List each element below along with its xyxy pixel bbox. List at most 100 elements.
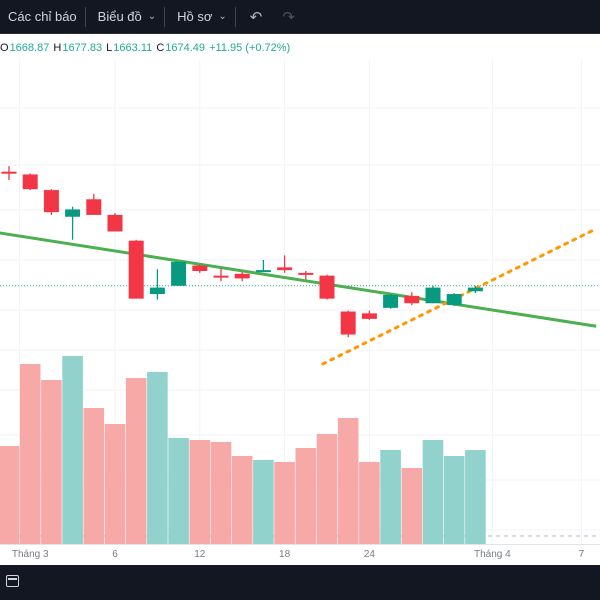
candle-body [128,240,144,299]
x-tick-label: 6 [112,549,118,560]
redo-icon: ↷ [282,8,295,26]
candle [43,189,59,215]
volume-bar [359,462,380,544]
volume-bar [380,450,401,544]
open-key: O [0,42,9,54]
volume-bar [62,356,83,544]
ohlc-legend: O1668.87 H1677.83 L1663.11 C1674.49 +11.… [0,42,291,58]
x-tick-label: 18 [279,549,291,560]
low-value: 1663.11 [113,42,153,54]
x-tick-label: 24 [363,549,375,560]
volume-bar [19,364,41,544]
change-value: +11.95 (+0.72%) [209,42,291,54]
candle-body [404,295,420,304]
undo-icon[interactable]: ↶ [249,8,263,26]
candles [1,166,483,338]
candle-body [86,199,102,215]
candle-body [149,287,165,295]
low-key: L [106,42,113,54]
layout-label: Hồ sơ [177,9,213,24]
candle-body [1,171,17,174]
volume-bar [337,418,359,544]
candle [1,166,17,180]
x-tick-label: Tháng 3 [11,549,49,560]
volume-bar [443,456,465,544]
x-tick-label: 12 [194,549,206,560]
candle [467,285,483,294]
trendline[interactable] [0,231,597,328]
volume-bar [104,424,126,544]
close-value: 1674.49 [165,42,206,54]
volume-bar [316,434,338,544]
x-tick-label: 7 [578,549,585,560]
chevron-down-icon: ⌄ [218,11,227,22]
volume-bar [274,462,295,544]
candle [277,255,293,273]
volume-bar [295,448,317,544]
chart-type-button[interactable]: Biểu đồ ⌄ [86,0,164,34]
volume-bar [422,440,444,544]
candle [107,213,123,232]
candle [213,268,229,282]
candle-body [65,209,81,217]
candle-body [234,273,250,279]
open-value: 1668.87 [9,42,50,54]
toolbar-divider [234,6,236,27]
high-key: H [53,42,62,54]
candle [149,269,165,300]
top-toolbar: Các chỉ báo Biểu đồ ⌄ Hồ sơ ⌄ ↶ ↷ [0,0,600,34]
candle [425,285,441,304]
volume-bar [83,408,105,544]
candle-body [425,287,441,304]
candle [171,261,187,286]
candle-body [319,275,335,299]
candle [446,293,462,306]
indicators-label: Các chỉ báo [8,9,77,24]
volume-bar [125,378,147,544]
candle [319,274,335,300]
calendar-icon[interactable] [6,575,19,587]
chevron-down-icon: ⌄ [147,11,157,22]
volume-bar [210,442,232,544]
candle [234,271,250,282]
volume-bar [147,372,168,544]
price-chart[interactable] [0,60,600,544]
candle-body [340,311,356,335]
candle-body [107,214,123,232]
close-key: C [156,42,165,54]
candle-body [446,294,462,306]
candle [128,239,144,299]
volume-bar [41,380,62,544]
candle [65,206,81,240]
x-tick-label: Tháng 4 [474,549,511,560]
candle [22,173,38,191]
bottom-toolbar [0,565,600,600]
candle [192,264,208,273]
high-value: 1677.83 [62,42,103,54]
candle-body [171,261,187,286]
volume-bar [0,446,20,544]
toolbar-divider [164,6,166,27]
chart-type-label: Biểu đồ [97,9,142,24]
volume-bar [231,456,253,544]
volume-bar [168,438,189,544]
volume-bar [189,440,211,544]
indicators-button[interactable]: Các chỉ báo [0,0,85,34]
candle-body [192,265,208,272]
volume-bar [401,468,423,544]
time-axis[interactable]: Tháng 3 6 12 18 24 Tháng 4 7 [0,544,600,564]
candle-body [361,313,377,319]
layout-button[interactable]: Hồ sơ ⌄ [165,0,235,34]
candle-body [43,190,59,213]
candle [340,310,356,338]
candle [404,292,420,306]
candle-body [213,275,229,278]
volume-bar [253,460,274,544]
volume-bars [0,356,486,544]
candle [298,271,314,280]
candle-body [255,270,271,273]
candle [361,310,377,320]
candle-body [277,267,293,271]
candle [383,294,399,309]
candle-body [467,287,483,292]
